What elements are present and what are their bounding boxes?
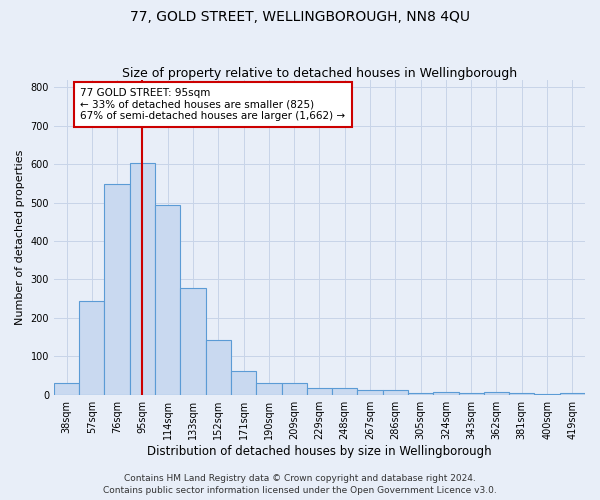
- Bar: [104, 184, 130, 394]
- Bar: [130, 163, 155, 394]
- Bar: [408, 393, 433, 394]
- Bar: [231, 371, 256, 394]
- Bar: [181, 288, 206, 395]
- Bar: [54, 383, 79, 394]
- Bar: [332, 388, 358, 394]
- Bar: [458, 393, 484, 394]
- Bar: [358, 390, 383, 394]
- Text: 77 GOLD STREET: 95sqm
← 33% of detached houses are smaller (825)
67% of semi-det: 77 GOLD STREET: 95sqm ← 33% of detached …: [80, 88, 346, 121]
- Bar: [383, 390, 408, 394]
- X-axis label: Distribution of detached houses by size in Wellingborough: Distribution of detached houses by size …: [147, 444, 492, 458]
- Bar: [79, 300, 104, 394]
- Title: Size of property relative to detached houses in Wellingborough: Size of property relative to detached ho…: [122, 66, 517, 80]
- Bar: [433, 392, 458, 394]
- Bar: [509, 393, 535, 394]
- Y-axis label: Number of detached properties: Number of detached properties: [15, 150, 25, 325]
- Bar: [560, 393, 585, 394]
- Text: 77, GOLD STREET, WELLINGBOROUGH, NN8 4QU: 77, GOLD STREET, WELLINGBOROUGH, NN8 4QU: [130, 10, 470, 24]
- Bar: [155, 205, 181, 394]
- Bar: [256, 383, 281, 394]
- Bar: [281, 383, 307, 394]
- Bar: [484, 392, 509, 394]
- Bar: [307, 388, 332, 394]
- Text: Contains HM Land Registry data © Crown copyright and database right 2024.
Contai: Contains HM Land Registry data © Crown c…: [103, 474, 497, 495]
- Bar: [206, 340, 231, 394]
